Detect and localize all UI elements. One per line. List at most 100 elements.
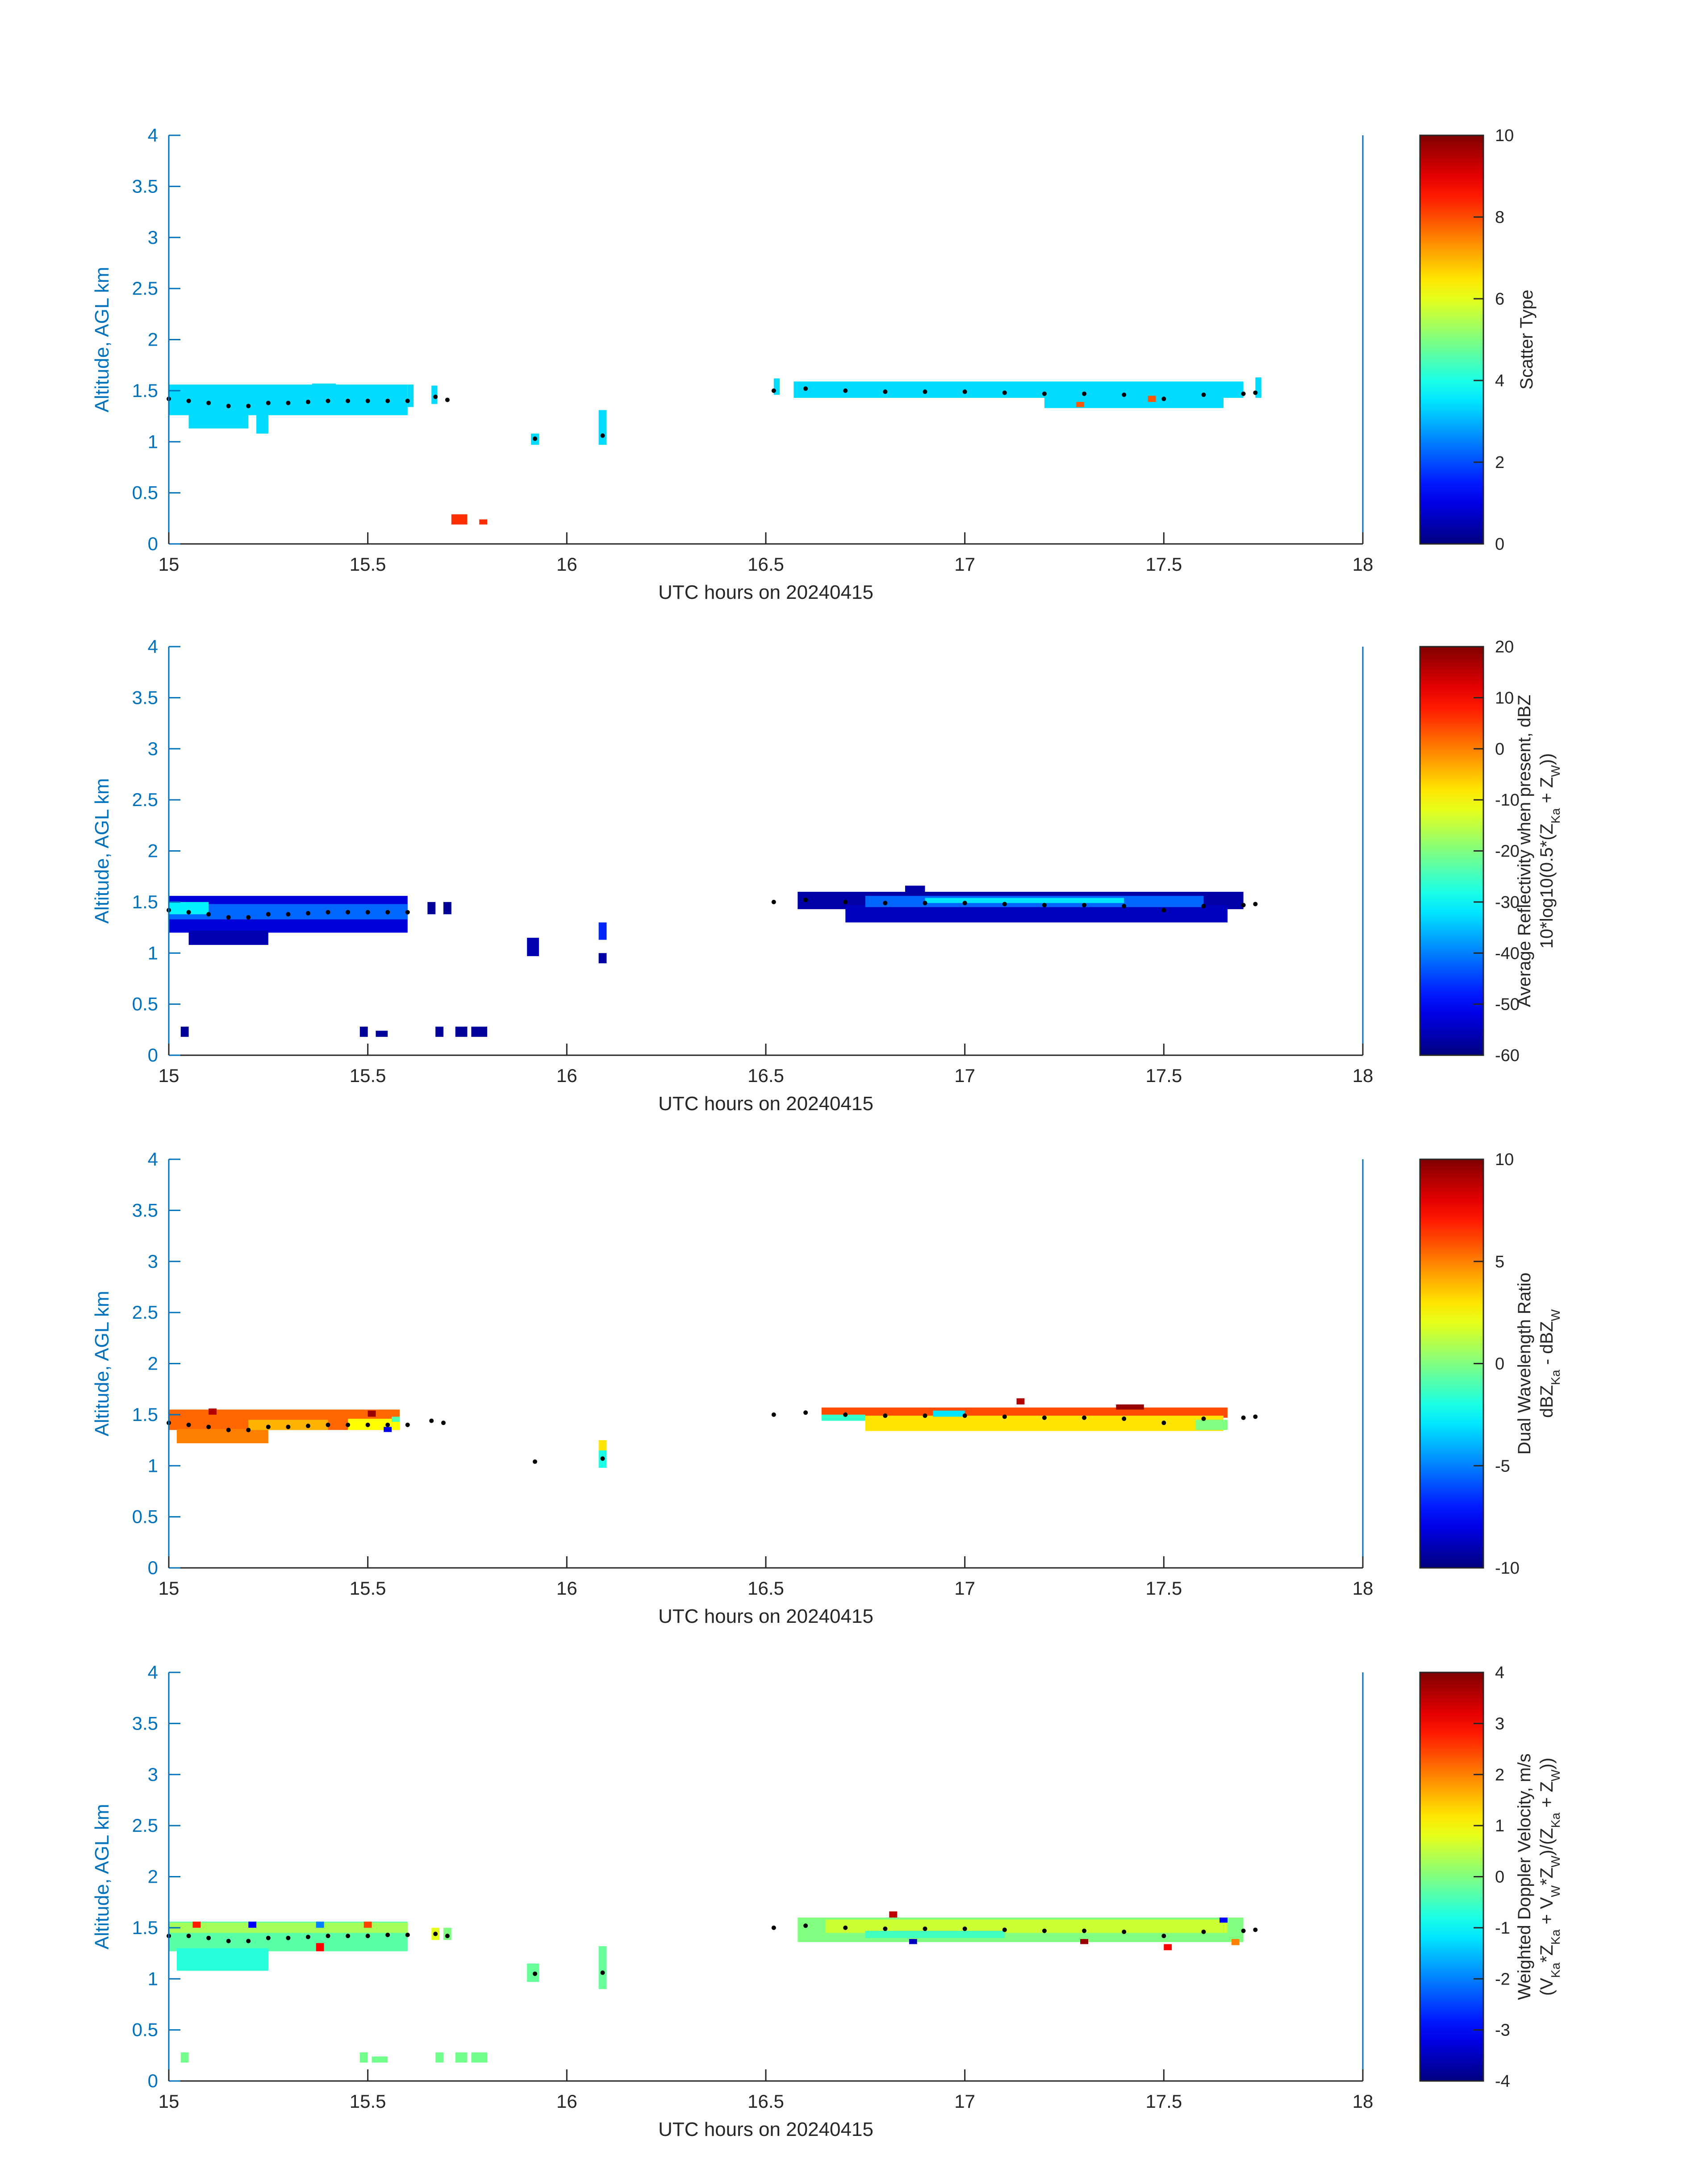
cloud-base-point bbox=[433, 1931, 438, 1936]
cloud-base-point bbox=[1122, 904, 1127, 909]
colorbar-tick-label: 3 bbox=[1495, 1714, 1504, 1733]
heatmap-cell bbox=[598, 410, 607, 445]
colorbar bbox=[1419, 646, 1484, 1056]
heatmap-cell bbox=[865, 1930, 1005, 1938]
heatmap-cell bbox=[435, 1026, 444, 1037]
y-tick-label: 3 bbox=[148, 738, 158, 759]
cloud-base-point bbox=[206, 912, 211, 917]
colorbar-label: dBZKa - dBZW bbox=[1537, 1309, 1562, 1418]
heatmap-cell bbox=[407, 384, 414, 407]
x-tick-label: 18 bbox=[1353, 2091, 1374, 2112]
x-tick-label: 15 bbox=[159, 554, 180, 575]
cloud-base-point bbox=[883, 389, 888, 394]
cloud-base-point bbox=[385, 1932, 390, 1937]
colorbar-tick-label: -30 bbox=[1495, 893, 1520, 912]
cloud-base-point bbox=[346, 1422, 351, 1427]
heatmap-cell bbox=[359, 2052, 368, 2063]
heatmap-cell bbox=[1148, 396, 1156, 402]
cloud-base-point bbox=[1042, 903, 1047, 907]
cloud-base-point bbox=[1042, 1415, 1047, 1420]
cloud-base-point bbox=[385, 1422, 390, 1427]
cloud-base-point bbox=[803, 1923, 808, 1928]
heatmap-cell bbox=[821, 1414, 865, 1421]
y-tick-label: 2 bbox=[148, 1866, 158, 1887]
colorbar-tick-label: 0 bbox=[1495, 740, 1504, 759]
heatmap-cell bbox=[598, 1440, 607, 1450]
cloud-base-point bbox=[445, 1934, 450, 1939]
x-tick-label: 15.5 bbox=[350, 554, 386, 575]
heatmap-cell bbox=[1219, 1918, 1228, 1923]
y-tick-label: 1.5 bbox=[132, 380, 158, 401]
cloud-base-point bbox=[326, 398, 330, 403]
cloud-base-point bbox=[246, 404, 251, 409]
y-tick-label: 4 bbox=[148, 636, 158, 657]
y-tick-label: 0 bbox=[148, 1045, 158, 1066]
heatmap-cell bbox=[1080, 1939, 1088, 1944]
cloud-base-point bbox=[1201, 1930, 1206, 1935]
x-axis-label: UTC hours on 20240415 bbox=[658, 1605, 873, 1627]
colorbar-tick-label: -4 bbox=[1495, 2072, 1510, 2091]
cloud-base-point bbox=[326, 910, 330, 915]
cloud-base-point bbox=[1241, 391, 1246, 396]
y-tick-label: 3 bbox=[148, 1251, 158, 1272]
cloud-base-point bbox=[286, 1425, 291, 1429]
cloud-base-point bbox=[1042, 1928, 1047, 1933]
colorbar bbox=[1419, 134, 1484, 545]
cloud-base-point bbox=[1253, 1927, 1258, 1932]
cloud-base-point bbox=[962, 1926, 967, 1931]
cloud-base-point bbox=[445, 397, 450, 402]
cloud-base-point bbox=[962, 389, 967, 394]
y-axis-label: Altitude, AGL km bbox=[91, 1291, 113, 1436]
y-tick-label: 3.5 bbox=[132, 687, 158, 708]
y-tick-label: 2.5 bbox=[132, 1815, 158, 1836]
x-tick-label: 17 bbox=[954, 1578, 975, 1599]
y-tick-label: 2 bbox=[148, 840, 158, 861]
cloud-base-point bbox=[1241, 1928, 1246, 1933]
cloud-base-point bbox=[1002, 1414, 1007, 1419]
cloud-base-point bbox=[962, 901, 967, 906]
cloud-base-point bbox=[346, 398, 351, 403]
cloud-base-point bbox=[843, 388, 848, 393]
cloud-base-point bbox=[1082, 1928, 1087, 1933]
heatmap-cell bbox=[471, 2052, 488, 2063]
colorbar-tick-label: 1 bbox=[1495, 1817, 1504, 1835]
heatmap-cell bbox=[427, 902, 436, 915]
colorbar-tick-label: -40 bbox=[1495, 944, 1520, 963]
x-tick-label: 17.5 bbox=[1145, 1578, 1182, 1599]
heatmap-cell bbox=[176, 1429, 268, 1443]
colorbar-tick-label: 0 bbox=[1495, 1355, 1504, 1374]
heatmap-cell bbox=[455, 2052, 468, 2063]
cloud-base-point bbox=[1042, 391, 1047, 396]
cloud-base-point bbox=[405, 1422, 410, 1427]
heatmap-cell bbox=[1116, 1404, 1144, 1410]
cloud-base-point bbox=[803, 1410, 808, 1415]
colorbar-tick-label: 10 bbox=[1495, 689, 1514, 707]
colorbar-tick-label: 6 bbox=[1495, 290, 1504, 309]
x-axis-label: UTC hours on 20240415 bbox=[658, 581, 873, 603]
y-tick-label: 2.5 bbox=[132, 1302, 158, 1323]
colorbar-tick-label: -5 bbox=[1495, 1457, 1510, 1475]
heatmap-cell bbox=[825, 1919, 1228, 1933]
heatmap-cell bbox=[169, 1922, 408, 1933]
cloud-base-point bbox=[286, 1935, 291, 1940]
cloud-base-point bbox=[883, 1413, 888, 1418]
heatmap-cell bbox=[359, 1026, 368, 1037]
y-tick-label: 0.5 bbox=[132, 482, 158, 503]
cloud-base-point bbox=[186, 398, 191, 403]
x-tick-label: 17.5 bbox=[1145, 554, 1182, 575]
heatmap-cell bbox=[192, 1922, 201, 1928]
heatmap-cell bbox=[1076, 402, 1085, 407]
heatmap-cell bbox=[248, 1922, 257, 1928]
heatmap-cell bbox=[180, 1026, 189, 1037]
panel-2: 0 0.5 1 1.5 2 2.5 3 3.5 4 15 15.5 16 16.5 17 17.5 18 UTC… bbox=[91, 636, 1562, 1115]
cloud-base-point bbox=[266, 1425, 271, 1429]
cloud-base-point bbox=[1253, 902, 1258, 907]
y-tick-label: 1 bbox=[148, 942, 158, 963]
x-tick-label: 16 bbox=[556, 1578, 577, 1599]
cloud-base-point bbox=[429, 1418, 434, 1423]
y-tick-label: 3 bbox=[148, 227, 158, 248]
heatmap-cell bbox=[180, 2052, 189, 2063]
cloud-base-point bbox=[246, 1428, 251, 1433]
y-tick-label: 0 bbox=[148, 2070, 158, 2091]
x-tick-label: 16 bbox=[556, 2091, 577, 2112]
